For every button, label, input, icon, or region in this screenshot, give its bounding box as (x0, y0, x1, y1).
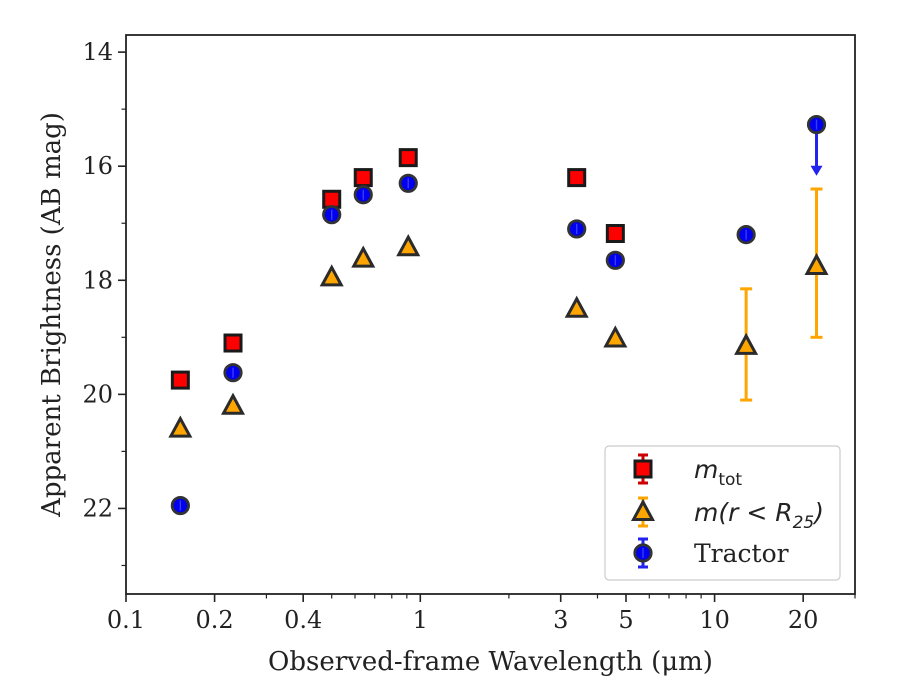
legend-label-text: Tractor (694, 539, 789, 568)
x-tick-label: 20 (788, 606, 819, 634)
legend-label-mr25: m(r < R25) (694, 498, 824, 533)
tractor-upper-limit-arrowhead (810, 165, 823, 176)
mtot-marker (223, 333, 243, 353)
mtot-marker (170, 370, 190, 390)
y-axis-title: Apparent Brightness (AB mag) (37, 112, 67, 518)
mr25-marker (168, 415, 193, 438)
x-tick-label: 0.2 (196, 606, 234, 634)
legend-box (604, 445, 841, 581)
y-tick-label: 22 (82, 494, 113, 522)
y-tick-label: 16 (82, 152, 113, 180)
mtot-marker (353, 168, 373, 188)
axis-ticks: 0.1 0.2 0.4 1 3 5 10 20 14 16 18 20 22 (82, 38, 856, 634)
legend-label-subscript: 25 (793, 513, 815, 533)
mr25-marker (351, 245, 376, 268)
mr25-marker (220, 392, 246, 415)
legend-label-text: m(r < R (694, 498, 793, 527)
y-tick-label: 14 (82, 38, 113, 66)
mr25-marker (564, 295, 589, 318)
mr25-marker (319, 264, 344, 287)
x-tick-label: 5 (618, 606, 633, 634)
legend-mtot-marker (633, 459, 653, 479)
legend-mr25-marker (630, 498, 656, 521)
mtot-marker (605, 224, 625, 244)
x-tick-label: 1 (413, 606, 428, 634)
x-tick-label: 10 (699, 606, 730, 634)
mtot-marker (567, 168, 587, 188)
x-tick-label: 0.1 (107, 606, 145, 634)
legend: mtot m(r < R25) Tractor (604, 445, 841, 581)
mr25-marker (734, 332, 759, 355)
legend-label-tractor: Tractor (694, 539, 789, 568)
legend-label-subscript: tot (718, 470, 742, 490)
y-tick-label: 20 (82, 380, 113, 408)
y-tick-label: 18 (82, 266, 113, 294)
mtot-marker (398, 148, 418, 168)
mr25-marker (396, 234, 421, 257)
mr25-marker (804, 252, 829, 276)
x-tick-label: 0.4 (284, 606, 322, 634)
mtot-marker (322, 189, 342, 209)
legend-label-mtot: mtot (694, 455, 742, 490)
mr25-marker (603, 325, 628, 348)
x-axis-title: Observed-frame Wavelength (μm) (268, 647, 713, 677)
x-tick-label: 3 (553, 606, 568, 634)
legend-label-suffix: ) (812, 498, 824, 527)
plot-frame (125, 34, 856, 595)
legend-label-text: m (694, 455, 718, 484)
data-markers (168, 114, 829, 516)
